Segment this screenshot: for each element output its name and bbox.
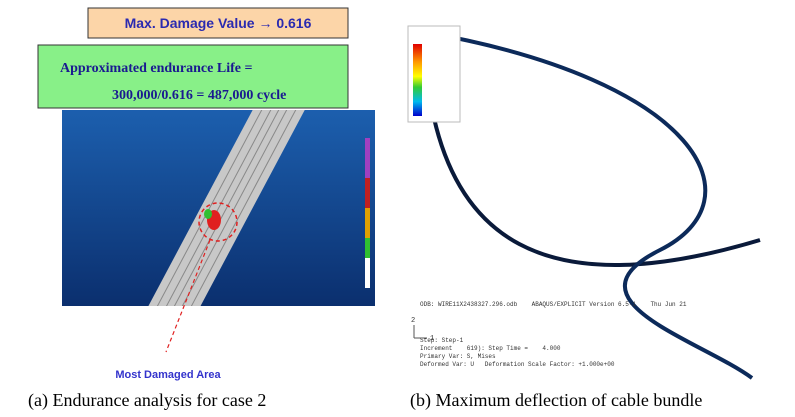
damage-text: Max. Damage Value → 0.616 — [125, 15, 312, 31]
caption: (b) Maximum deflection of cable bundle — [410, 390, 702, 411]
odb-line: Deformed Var: U Deformation Scale Factor… — [420, 361, 615, 368]
legend-strip — [365, 238, 370, 258]
legend-strip — [365, 208, 370, 238]
cable-curve — [423, 30, 754, 380]
life-box — [37, 44, 349, 109]
legend-colorbar — [413, 44, 422, 116]
odb-line: Increment 619): Step Time = 4.000 — [420, 345, 561, 352]
callout-line — [165, 239, 211, 353]
odb-line: Primary Var: S, Mises — [420, 353, 496, 360]
life-text: 300,000/0.616 = 487,000 cycle — [112, 88, 286, 103]
triad-label: 2 — [411, 317, 415, 325]
legend-strip — [365, 178, 370, 208]
cable-bundle — [124, 110, 316, 306]
triad-label: 1 — [430, 335, 434, 343]
damage-box — [87, 7, 349, 39]
odb-line: ODB: WIRE11X2438327.296.odb ABAQUS/EXPLI… — [420, 301, 687, 308]
callout-text: Most Damaged Area — [115, 369, 221, 381]
odb-line: Step: Step-1 — [420, 337, 464, 344]
life-text: Approximated endurance Life = — [60, 61, 252, 76]
damage-spot — [204, 209, 212, 219]
caption: (a) Endurance analysis for case 2 — [28, 390, 266, 411]
legend-strip — [365, 138, 370, 178]
odb-info: ODB: WIRE11X2438327.296.odb ABAQUS/EXPLI… — [420, 301, 687, 368]
highlight-circle — [198, 202, 238, 242]
